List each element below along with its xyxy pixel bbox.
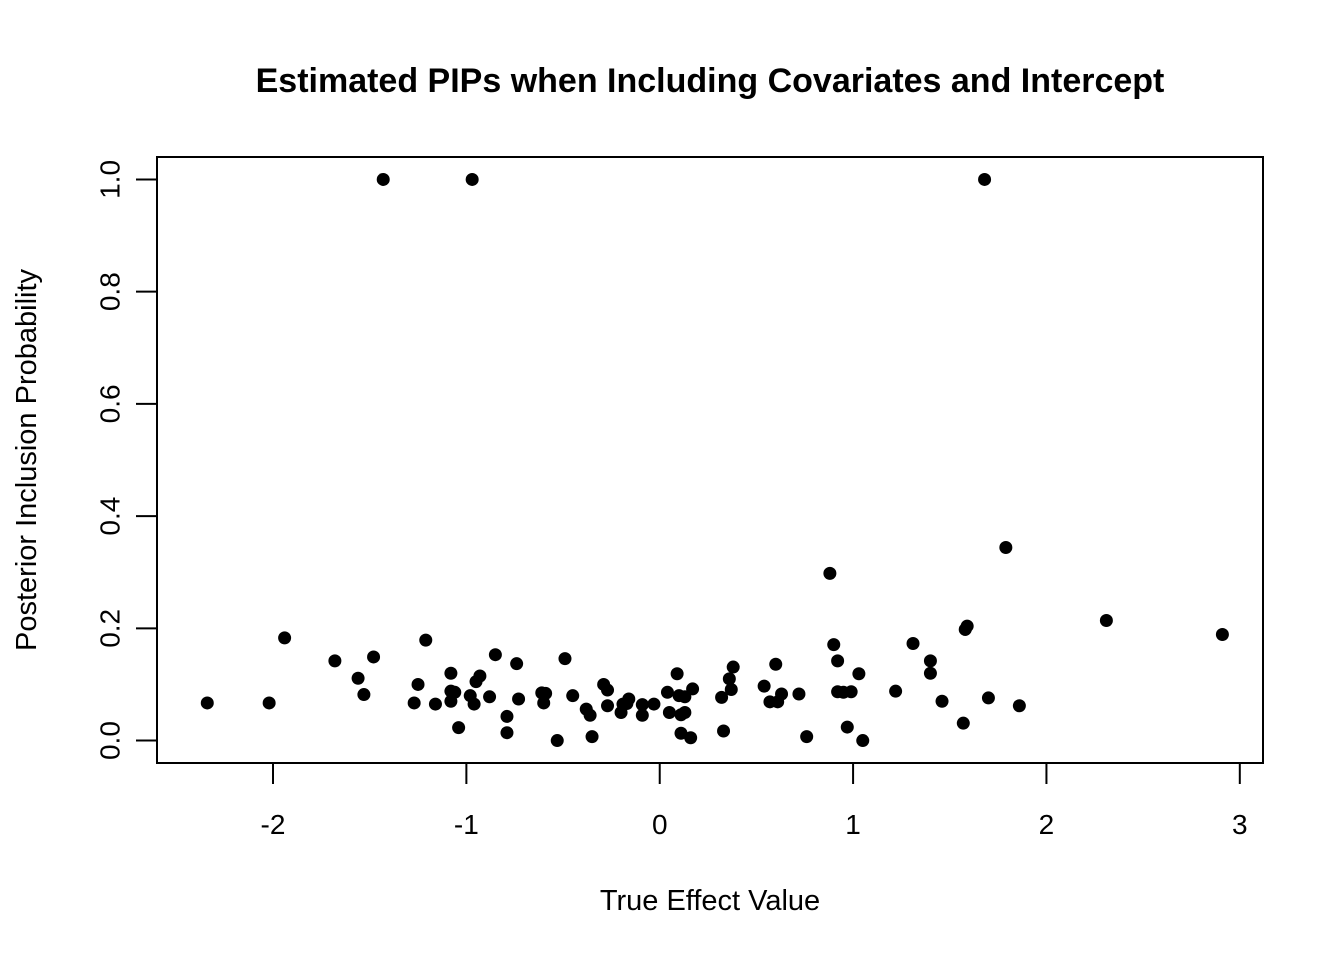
data-point: [535, 686, 549, 700]
data-point: [357, 688, 371, 702]
data-point: [367, 650, 381, 664]
data-point: [717, 724, 731, 738]
data-point: [566, 689, 580, 703]
plot-frame: [156, 156, 1264, 764]
data-point: [583, 708, 597, 722]
data-point: [351, 671, 365, 685]
x-tick-label: 0: [652, 809, 668, 840]
data-point: [419, 633, 433, 647]
data-point: [923, 654, 937, 668]
data-point: [1012, 699, 1026, 713]
data-point: [715, 690, 729, 704]
x-tick-label: 2: [1039, 809, 1055, 840]
data-point: [856, 734, 870, 748]
data-point: [376, 172, 390, 186]
data-point: [958, 622, 972, 636]
data-point: [672, 689, 686, 703]
data-point: [411, 677, 425, 691]
data-point: [483, 690, 497, 704]
data-point: [500, 726, 514, 740]
data-point: [510, 657, 524, 671]
data-point: [635, 708, 649, 722]
data-point: [678, 706, 692, 719]
data-point: [585, 730, 599, 744]
x-tick-label: -2: [261, 809, 286, 840]
data-point: [1099, 613, 1113, 627]
data-point: [512, 692, 526, 706]
data-point: [978, 172, 992, 186]
data-point: [278, 631, 292, 645]
data-point: [722, 672, 736, 686]
data-point: [684, 731, 698, 745]
data-point: [999, 541, 1013, 555]
y-tick-label: 0.2: [95, 609, 126, 648]
x-tick-label: -1: [454, 809, 479, 840]
data-point: [614, 706, 628, 719]
y-tick-label: 0.8: [95, 272, 126, 311]
y-axis: 0.0 0.2 0.4 0.6 0.8 1.0: [95, 160, 158, 760]
chart-title: Estimated PIPs when Including Covariates…: [256, 62, 1165, 100]
data-point: [662, 706, 676, 719]
data-point: [674, 726, 688, 740]
data-point: [827, 638, 841, 652]
y-tick-label: 1.0: [95, 160, 126, 199]
data-point: [407, 696, 421, 710]
data-point: [601, 683, 615, 697]
data-point: [757, 679, 771, 693]
data-point: [981, 691, 995, 705]
data-point: [444, 666, 458, 680]
data-point: [635, 698, 649, 712]
data-point: [935, 694, 949, 708]
data-point: [831, 654, 845, 668]
data-point: [1215, 628, 1229, 642]
data-point: [724, 682, 738, 696]
data-point: [550, 734, 564, 748]
data-point: [328, 654, 342, 668]
data-point: [844, 685, 858, 699]
data-points: [200, 172, 1229, 748]
data-point: [444, 694, 458, 708]
x-tick-label: 3: [1232, 809, 1248, 840]
data-point: [558, 652, 572, 666]
data-point: [601, 699, 615, 713]
data-point: [537, 696, 551, 710]
data-point: [670, 667, 684, 681]
data-point: [428, 697, 442, 711]
data-point: [840, 720, 854, 734]
data-point: [660, 685, 674, 699]
data-point: [852, 667, 866, 681]
data-point: [726, 660, 740, 674]
data-point: [771, 695, 785, 709]
data-point: [465, 172, 479, 186]
data-point: [500, 709, 514, 723]
data-point: [469, 675, 483, 689]
data-point: [823, 566, 837, 580]
data-point: [769, 657, 783, 671]
y-axis-label: Posterior Inclusion Probability: [11, 268, 43, 651]
x-tick-label: 1: [845, 809, 861, 840]
data-point: [889, 684, 903, 698]
y-tick-label: 0.6: [95, 384, 126, 423]
data-point: [647, 697, 661, 711]
data-point: [792, 687, 806, 701]
data-point: [488, 648, 502, 662]
x-axis: -2 -1 0 1 2 3: [261, 762, 1248, 840]
data-point: [956, 716, 970, 730]
data-point: [800, 730, 814, 744]
x-axis-label: True Effect Value: [600, 885, 820, 917]
data-point: [200, 696, 214, 710]
data-point: [906, 636, 920, 650]
y-tick-label: 0.4: [95, 497, 126, 536]
data-point: [923, 666, 937, 680]
y-tick-label: 0.0: [95, 721, 126, 760]
data-point: [452, 721, 466, 735]
data-point: [467, 697, 481, 711]
data-point: [262, 696, 276, 710]
